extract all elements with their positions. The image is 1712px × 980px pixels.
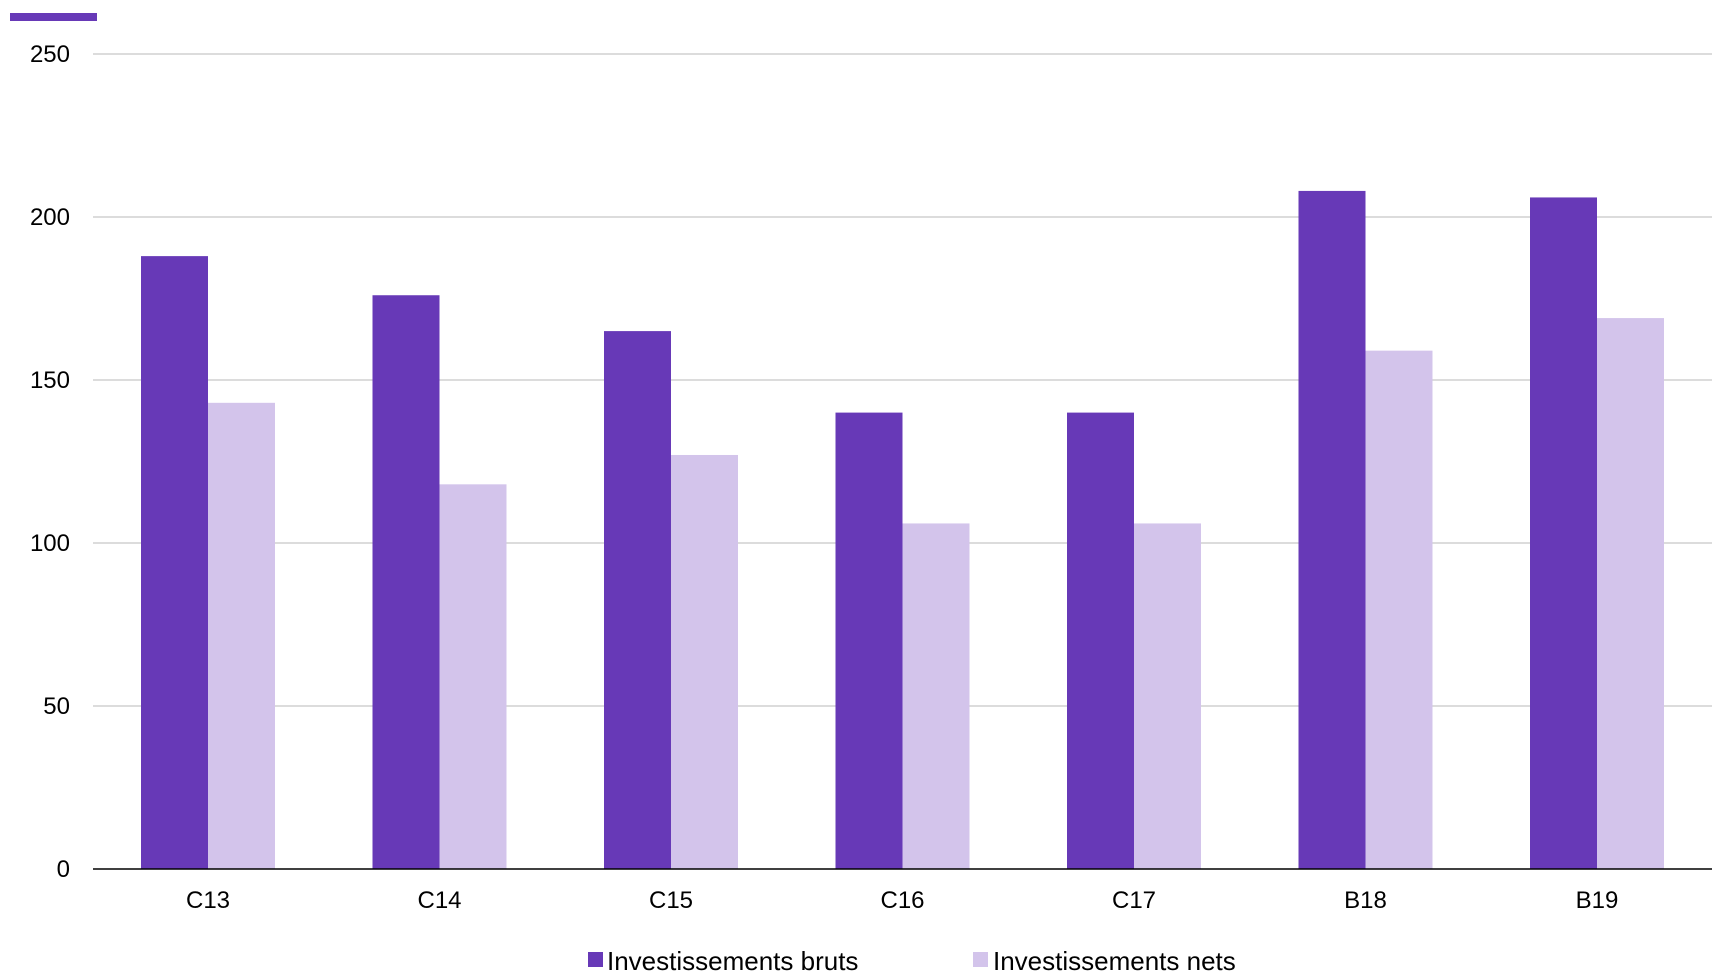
bar-nets-b19: [1597, 318, 1664, 869]
bar-bruts-c16: [835, 412, 903, 869]
x-tick-label: C14: [417, 887, 461, 914]
legend: Investissements bruts Investissements net…: [588, 946, 1236, 976]
gridlines: [93, 53, 1712, 707]
bar-bruts-c14: [372, 295, 440, 869]
legend-swatch-bruts: [588, 952, 603, 967]
x-tick-label: B18: [1344, 887, 1387, 914]
legend-swatch-nets: [973, 952, 988, 967]
y-tick-label: 100: [30, 530, 70, 557]
bar-nets-c15: [671, 454, 738, 869]
y-tick-label: 0: [57, 856, 70, 883]
bar-nets-b18: [1365, 350, 1433, 869]
x-tick-label: C16: [880, 887, 924, 914]
bar-nets-c17: [1134, 523, 1201, 869]
accent-bar: [10, 13, 97, 21]
x-tick-label: C13: [186, 887, 230, 914]
x-tick-label: C15: [649, 887, 693, 914]
bars: [141, 190, 1664, 870]
x-tick-label: B19: [1576, 887, 1619, 914]
y-axis-ticks: 0 50 100 150 200 250: [30, 41, 70, 883]
y-tick-label: 200: [30, 204, 70, 231]
x-tick-label: C17: [1112, 887, 1156, 914]
bar-bruts-b18: [1298, 190, 1366, 870]
legend-label-nets: Investissements nets: [993, 946, 1236, 975]
bar-nets-c14: [439, 484, 507, 869]
bar-bruts-c13: [141, 256, 208, 869]
y-tick-label: 50: [43, 693, 70, 720]
y-tick-label: 250: [30, 41, 70, 68]
bar-bruts-c17: [1067, 412, 1134, 869]
bar-bruts-c15: [604, 331, 671, 870]
legend-label-bruts: Investissements bruts: [607, 946, 858, 975]
bar-nets-c16: [902, 523, 970, 869]
bar-nets-c13: [208, 402, 275, 869]
x-axis-labels: C13 C14 C15 C16 C17 B18 B19: [186, 887, 1618, 914]
y-tick-label: 150: [30, 367, 70, 394]
bar-bruts-b19: [1530, 197, 1597, 869]
